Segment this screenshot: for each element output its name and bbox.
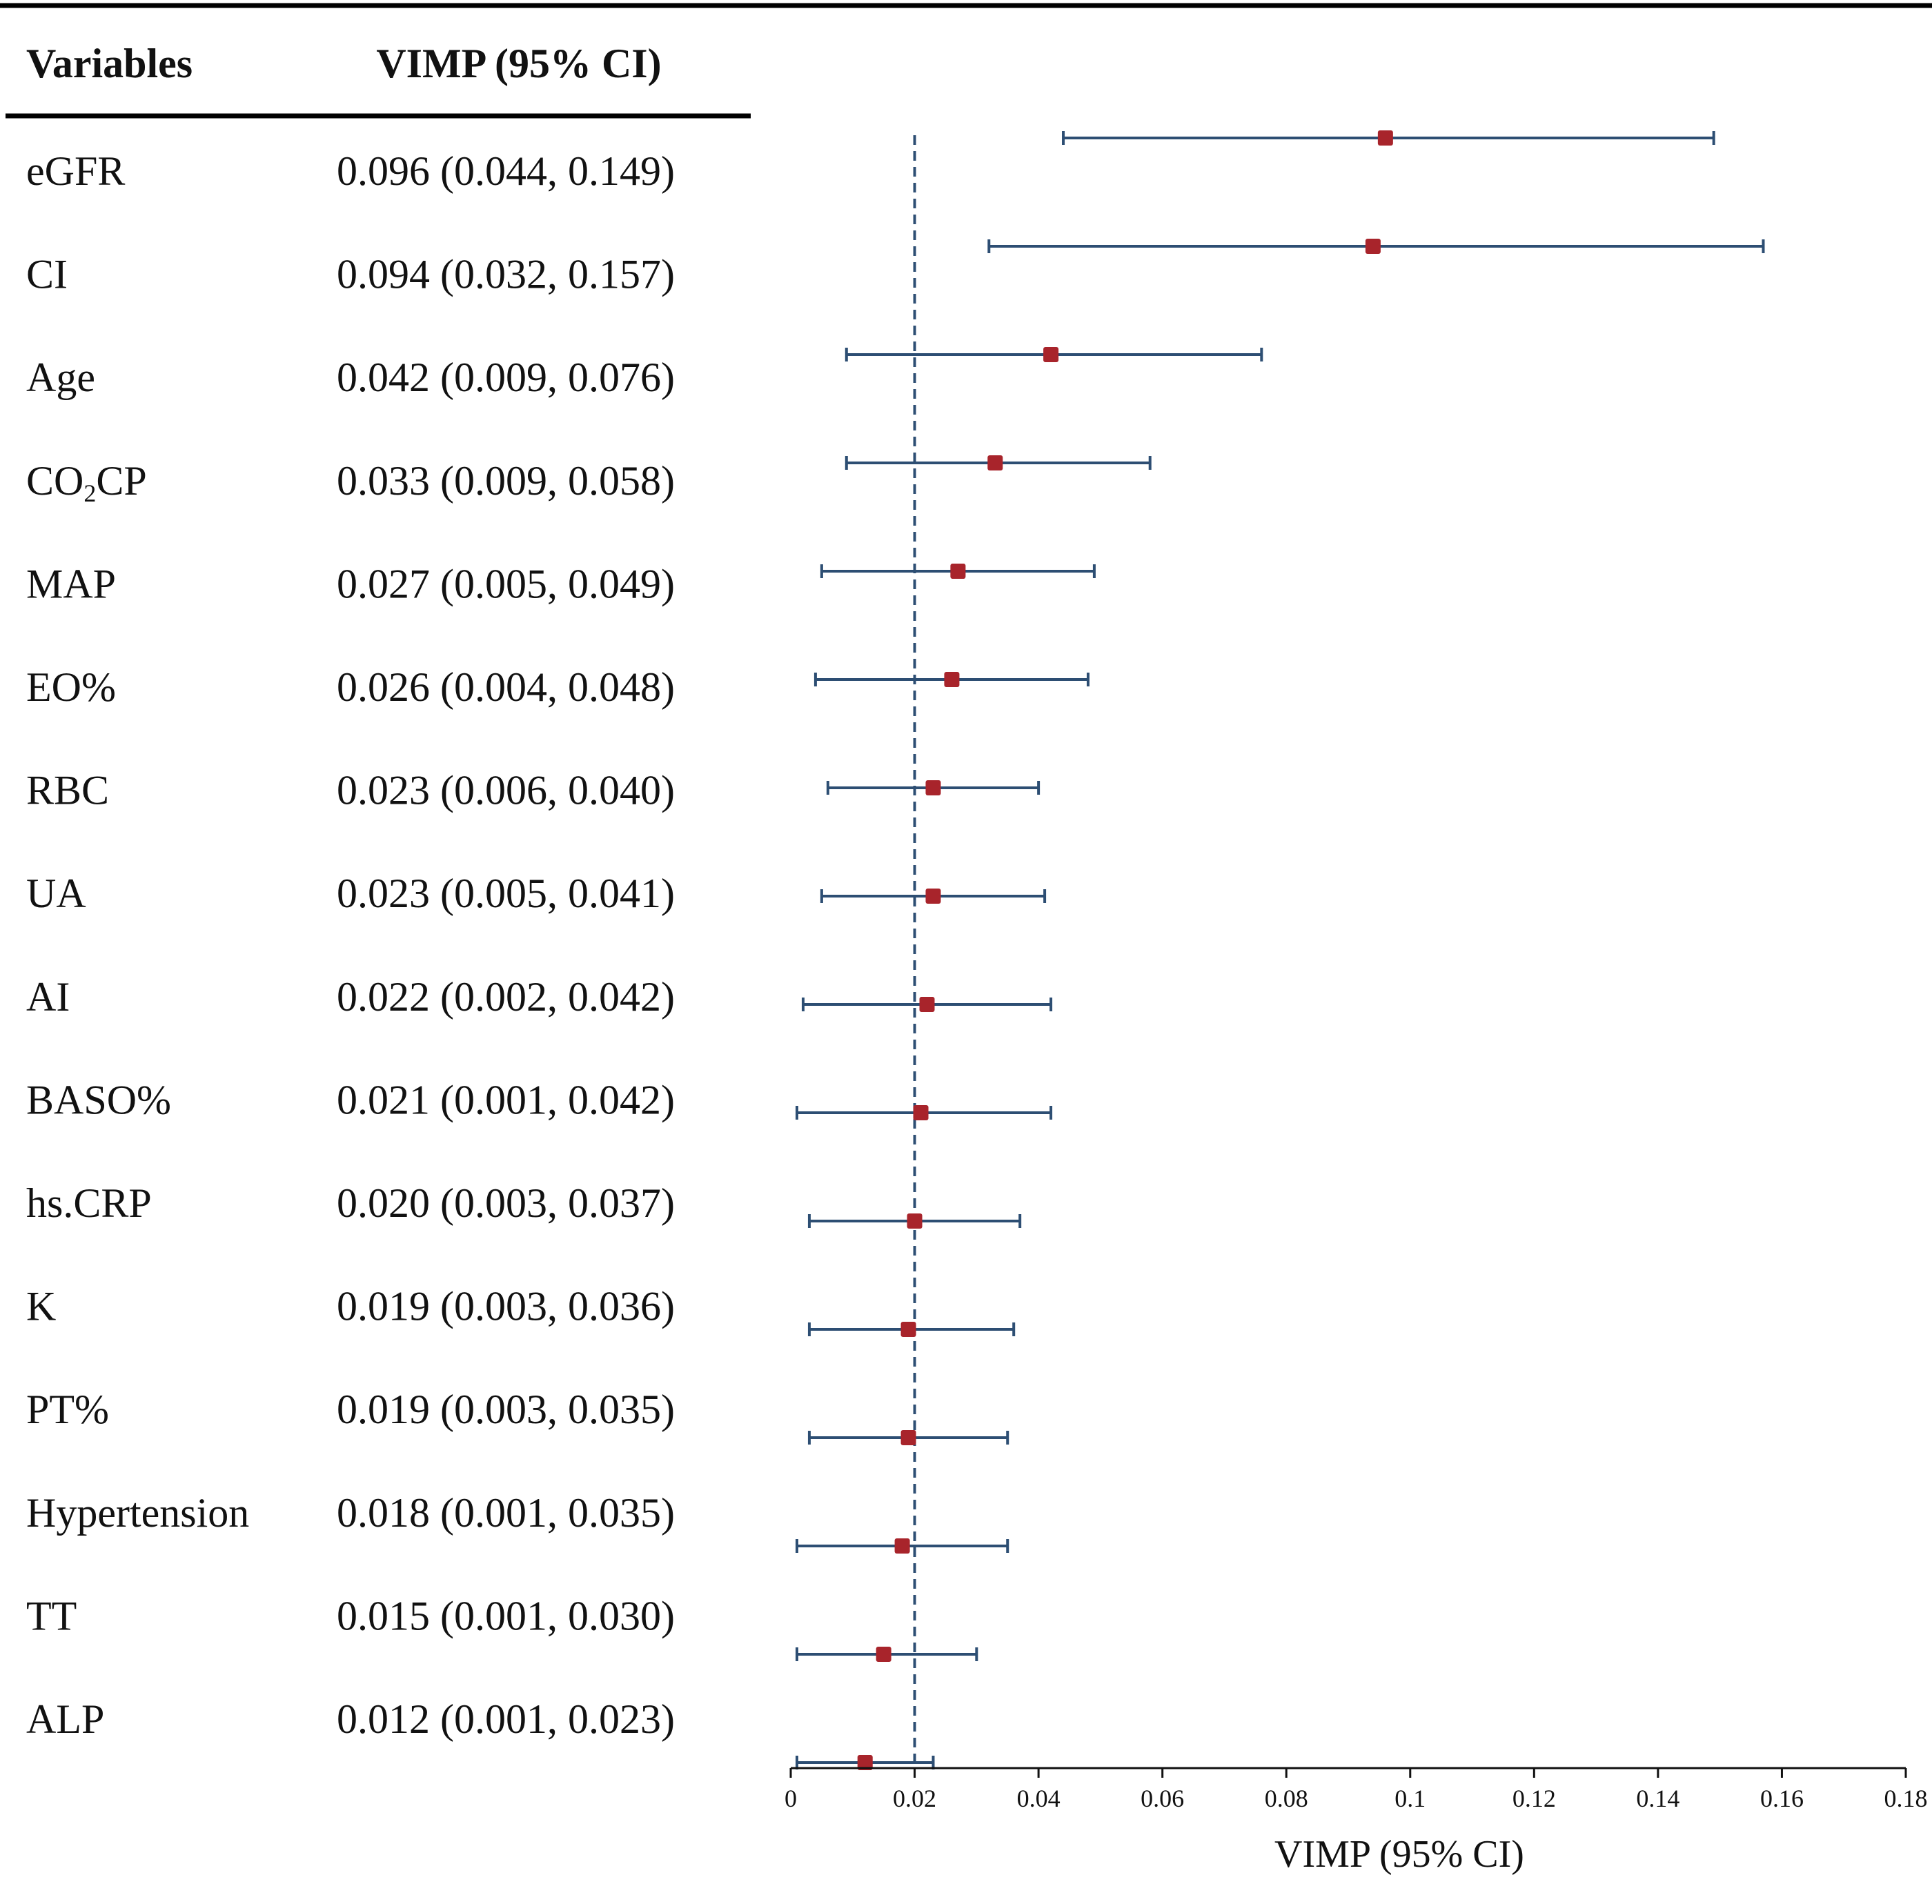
point-estimate — [913, 1105, 929, 1120]
x-tick-label: 0.06 — [1141, 1785, 1184, 1812]
x-tick-label: 0.14 — [1636, 1785, 1679, 1812]
row-labels: eGFR 0.096 (0.044, 0.149) CI 0.094 (0.032, … — [26, 148, 675, 1742]
row-variable-label: UA — [26, 871, 86, 916]
row-variable-label: MAP — [26, 561, 116, 606]
point-estimate — [1043, 347, 1059, 362]
row-variable-label: BASO% — [26, 1077, 171, 1122]
point-estimate — [1365, 239, 1381, 254]
x-axis: 0 0.02 0.04 0.06 0.08 0.1 0.12 0.14 0.16 0.18 — [785, 1767, 1928, 1812]
point-estimate — [900, 1322, 916, 1337]
x-axis-title: VIMP (95% CI) — [1274, 1833, 1524, 1876]
point-estimate — [950, 564, 966, 579]
x-tick-label: 0.04 — [1017, 1785, 1061, 1812]
row-variable-label: Age — [26, 355, 95, 400]
point-estimate — [857, 1755, 873, 1770]
row-variable-label: eGFR — [26, 148, 125, 194]
point-estimate — [919, 997, 935, 1012]
point-estimate — [987, 455, 1003, 470]
row-variable-label: RBC — [26, 768, 109, 813]
row-estimate-label: 0.026 (0.004, 0.048) — [337, 664, 675, 710]
point-estimate — [1377, 130, 1393, 146]
x-tick-label: 0.02 — [893, 1785, 936, 1812]
header-variables: Variables — [26, 41, 193, 86]
header-estimate: VIMP (95% CI) — [376, 41, 661, 86]
x-tick-label: 0.08 — [1265, 1785, 1308, 1812]
point-estimate — [944, 672, 960, 687]
row-estimate-label: 0.012 (0.001, 0.023) — [337, 1696, 675, 1742]
point-estimate — [907, 1213, 923, 1229]
row-estimate-label: 0.018 (0.001, 0.035) — [337, 1490, 675, 1536]
x-tick-label: 0.16 — [1760, 1785, 1804, 1812]
row-variable-label: ALP — [26, 1696, 104, 1742]
x-tick-label: 0 — [785, 1785, 797, 1812]
row-estimate-label: 0.023 (0.005, 0.041) — [337, 871, 675, 916]
confidence-intervals — [795, 131, 1765, 1769]
row-variable-label: Hypertension — [26, 1490, 249, 1536]
row-estimate-label: 0.094 (0.032, 0.157) — [337, 252, 675, 297]
row-variable-label: EO% — [26, 664, 116, 710]
row-estimate-label: 0.019 (0.003, 0.036) — [337, 1284, 675, 1329]
row-variable-label: CI — [26, 252, 68, 297]
point-estimate — [925, 780, 941, 795]
row-estimate-label: 0.022 (0.002, 0.042) — [337, 974, 675, 1020]
row-variable-label: PT% — [26, 1387, 109, 1432]
row-estimate-label: 0.096 (0.044, 0.149) — [337, 148, 675, 194]
row-variable-label: TT — [26, 1593, 77, 1638]
point-estimate — [925, 889, 941, 904]
row-variable-label: K — [26, 1284, 56, 1329]
point-estimate — [876, 1647, 891, 1662]
row-estimate-label: 0.021 (0.001, 0.042) — [337, 1077, 675, 1122]
row-estimate-label: 0.015 (0.001, 0.030) — [337, 1593, 675, 1638]
point-estimates — [857, 130, 1393, 1770]
row-variable-label: CO2CP — [26, 458, 147, 507]
row-variable-label: AI — [26, 974, 70, 1020]
row-estimate-label: 0.020 (0.003, 0.037) — [337, 1180, 675, 1226]
x-tick-label: 0.12 — [1512, 1785, 1556, 1812]
row-estimate-label: 0.023 (0.006, 0.040) — [337, 768, 675, 813]
x-tick-label: 0.1 — [1394, 1785, 1426, 1812]
row-estimate-label: 0.019 (0.003, 0.035) — [337, 1387, 675, 1432]
row-estimate-label: 0.027 (0.005, 0.049) — [337, 561, 675, 606]
row-estimate-label: 0.033 (0.009, 0.058) — [337, 458, 675, 504]
point-estimate — [900, 1430, 916, 1445]
x-tick-label: 0.18 — [1884, 1785, 1928, 1812]
row-variable-label: hs.CRP — [26, 1180, 152, 1226]
point-estimate — [894, 1538, 910, 1554]
row-estimate-label: 0.042 (0.009, 0.076) — [337, 355, 675, 400]
